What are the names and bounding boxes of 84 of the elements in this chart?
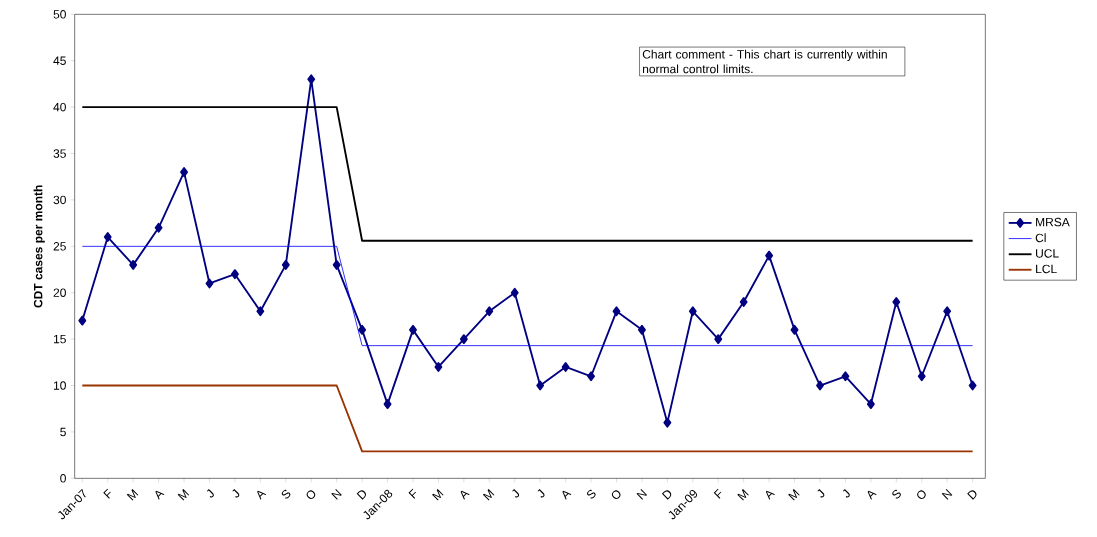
x-tick-label: A	[155, 490, 165, 500]
x-tick-label: F	[713, 488, 722, 499]
point	[536, 380, 545, 391]
legend-label: Cl	[1035, 233, 1046, 243]
legend-label: UCL	[1036, 249, 1059, 258]
point	[459, 334, 468, 345]
y-tick-label: 35	[53, 149, 66, 158]
x-tick-label: F	[103, 488, 111, 499]
point	[409, 324, 417, 335]
point	[765, 250, 774, 261]
x-tick-label: M	[126, 489, 139, 501]
point	[383, 399, 392, 410]
annotation: Chart comment - This chart is currently within normal control limits.	[642, 49, 887, 74]
point	[510, 287, 519, 298]
point	[714, 334, 723, 345]
y-tick-label: 30	[53, 195, 66, 205]
x-tick-label: O	[306, 490, 316, 499]
legend-label: LCL	[1036, 264, 1057, 274]
y-tick-label: 20	[53, 288, 66, 297]
y-tick-label: 10	[53, 381, 66, 390]
y-tick-label: 50	[53, 10, 66, 19]
x-tick-label: N	[331, 489, 342, 500]
point	[968, 380, 977, 391]
legend-label: MRSA	[1036, 217, 1070, 227]
x-tick-label: F	[408, 488, 417, 499]
point	[129, 259, 138, 270]
point	[434, 362, 443, 372]
x-tick-label: M	[482, 489, 495, 501]
point	[230, 269, 239, 280]
point	[841, 371, 850, 382]
point	[103, 232, 112, 242]
x-tick-label: J	[817, 489, 825, 498]
point	[816, 380, 824, 391]
point	[866, 399, 875, 410]
y-tick-label: 45	[53, 56, 66, 65]
point	[663, 417, 672, 428]
x-tick-label: A	[765, 490, 775, 500]
x-tick-label: M	[177, 489, 190, 501]
point	[561, 362, 570, 372]
point	[205, 278, 214, 289]
x-tick-label: O	[917, 490, 926, 499]
y-tick-label: 40	[53, 102, 66, 112]
y-tick-label: 25	[53, 242, 66, 251]
point	[307, 74, 316, 85]
x-tick-label: J	[537, 489, 545, 498]
y-tick-label: 15	[53, 334, 66, 344]
x-tick-label: A	[562, 490, 572, 500]
y-tick-label: 0	[60, 474, 66, 483]
point	[256, 306, 265, 317]
x-tick-label: S	[281, 489, 291, 499]
x-tick-label: N	[941, 489, 953, 500]
point	[281, 259, 290, 270]
point	[180, 167, 188, 178]
x-tick-label: M	[788, 489, 800, 501]
point	[892, 297, 901, 307]
x-tick-label: J	[232, 489, 240, 498]
y-axis-title: CDT cases per month	[33, 185, 45, 308]
x-tick-label: O	[611, 490, 621, 499]
point	[790, 324, 799, 335]
point	[485, 306, 494, 317]
x-tick-label: D	[967, 490, 977, 500]
x-tick-label: A	[867, 490, 877, 500]
point	[637, 324, 646, 335]
point	[154, 222, 163, 233]
x-tick-label: J	[206, 489, 214, 498]
point	[612, 306, 621, 317]
point	[917, 371, 926, 382]
x-tick-label: J	[842, 489, 850, 498]
point	[943, 306, 952, 317]
x-tick-label: M	[432, 489, 444, 501]
point	[358, 324, 367, 335]
x-tick-label: S	[892, 489, 901, 499]
point	[78, 315, 87, 326]
point	[688, 306, 697, 317]
point	[739, 297, 748, 307]
x-tick-label: A	[460, 490, 470, 500]
x-tick-label: M	[737, 489, 749, 501]
point	[587, 371, 595, 382]
x-tick-label: A	[257, 490, 267, 500]
x-tick-label: J	[512, 489, 520, 498]
y-tick-label: 5	[60, 427, 66, 437]
point	[332, 259, 341, 270]
x-tick-label: S	[587, 489, 596, 499]
x-tick-label: N	[636, 489, 648, 500]
